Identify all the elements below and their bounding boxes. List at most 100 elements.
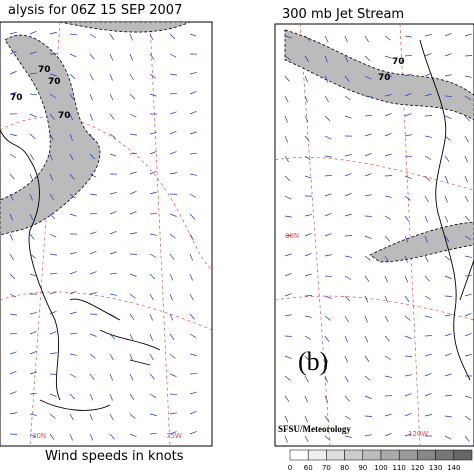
right-panel: 300 mb Jet Stream 70 70 30N 120W (b) SFS… <box>274 7 474 447</box>
wind-arrow <box>324 75 329 83</box>
wind-arrow <box>169 92 177 95</box>
wind-arrow <box>69 353 77 356</box>
wind-arrow <box>109 211 117 215</box>
wind-arrow <box>189 313 195 320</box>
wind-arrow <box>284 35 292 39</box>
wind-arrow <box>189 173 197 176</box>
wind-arrow <box>89 353 96 359</box>
wind-arrow <box>49 233 57 238</box>
wind-arrow <box>169 412 177 415</box>
wind-arrow <box>169 111 177 115</box>
wind-arrow <box>384 195 392 198</box>
wind-arrow <box>89 212 97 215</box>
wind-arrow <box>49 291 57 295</box>
colorbar-tick-label: 60 <box>304 464 313 472</box>
wind-arrow <box>464 215 470 222</box>
wind-arrow <box>424 93 432 97</box>
wind-arrow <box>344 395 350 402</box>
wind-arrow <box>424 175 431 182</box>
wind-arrow <box>49 272 57 275</box>
wind-arrow <box>364 114 372 117</box>
wind-arrow <box>384 55 392 59</box>
wind-arrow <box>324 233 332 237</box>
wind-arrow <box>444 333 452 337</box>
wind-arrow <box>284 395 290 402</box>
wind-arrow <box>89 231 97 235</box>
wind-arrow <box>49 173 54 181</box>
wind-arrow <box>444 352 452 357</box>
wind-arrow <box>129 133 137 136</box>
wind-arrow <box>384 153 392 157</box>
wind-arrow <box>444 373 452 377</box>
wind-arrow <box>424 53 432 57</box>
wind-arrow <box>364 415 373 417</box>
wind-arrow <box>384 295 388 303</box>
wind-arrow <box>149 233 157 236</box>
wind-arrow <box>129 313 135 320</box>
wind-arrow <box>404 275 409 283</box>
wind-arrow <box>444 32 452 37</box>
wind-arrow <box>149 313 153 321</box>
wind-arrow <box>364 335 369 343</box>
colorbar-cell <box>435 449 455 461</box>
wind-arrow <box>404 134 412 137</box>
wind-arrow <box>49 153 53 161</box>
wind-arrow <box>444 74 452 77</box>
wind-arrow <box>384 215 392 220</box>
wind-arrow <box>69 213 77 217</box>
wind-arrow <box>129 413 136 419</box>
grid-label: 30N <box>285 232 299 240</box>
wind-arrow <box>109 373 113 381</box>
wind-arrow <box>464 235 472 240</box>
wind-arrow <box>109 113 115 120</box>
wind-arrow <box>9 91 17 95</box>
wind-arrow <box>149 373 155 380</box>
wind-arrow <box>109 93 114 101</box>
wind-arrow <box>324 335 330 342</box>
wind-arrow <box>189 431 197 435</box>
wind-arrow <box>109 192 117 195</box>
wind-arrow <box>129 171 137 175</box>
wind-arrow <box>344 375 349 383</box>
colorbar-tick-label: 80 <box>340 464 349 472</box>
wind-arrow <box>404 73 412 77</box>
wind-arrow <box>9 332 17 335</box>
wind-arrow <box>169 151 177 155</box>
wind-arrow <box>324 315 331 321</box>
wind-arrow <box>69 53 77 58</box>
wind-arrow <box>304 295 313 297</box>
wind-arrow <box>324 254 332 257</box>
wind-arrow <box>109 293 117 296</box>
wind-arrow <box>169 73 177 76</box>
wind-arrow <box>444 175 449 183</box>
wind-arrow <box>69 113 74 121</box>
wind-arrow <box>89 153 96 160</box>
wind-arrow <box>149 170 157 175</box>
wind-arrow <box>424 255 429 263</box>
wind-arrow <box>304 273 312 277</box>
grid-label: 30N <box>32 432 46 440</box>
wind-arrow <box>464 75 472 78</box>
contour-label: 70 <box>48 77 61 87</box>
colorbar-cell <box>453 449 473 461</box>
wind-arrow <box>464 293 472 297</box>
wind-arrow <box>444 135 451 141</box>
wind-arrow <box>49 133 54 141</box>
wind-arrow <box>424 393 432 397</box>
colorbar-cell <box>362 449 382 461</box>
wind-arrow <box>284 435 288 443</box>
wind-arrow <box>384 355 392 360</box>
wind-arrow <box>109 313 117 318</box>
wind-arrow <box>69 290 77 295</box>
wind-arrow <box>69 333 78 335</box>
colorbar-tick-label: 0 <box>288 464 292 472</box>
grid-label: 120W <box>408 430 428 438</box>
wind-arrow <box>344 335 348 343</box>
wind-arrow <box>109 433 115 440</box>
wind-arrow <box>344 415 352 420</box>
wind-arrow <box>424 155 432 160</box>
wind-arrow <box>89 173 97 178</box>
wind-arrow <box>424 195 429 203</box>
wind-arrow <box>169 333 175 340</box>
